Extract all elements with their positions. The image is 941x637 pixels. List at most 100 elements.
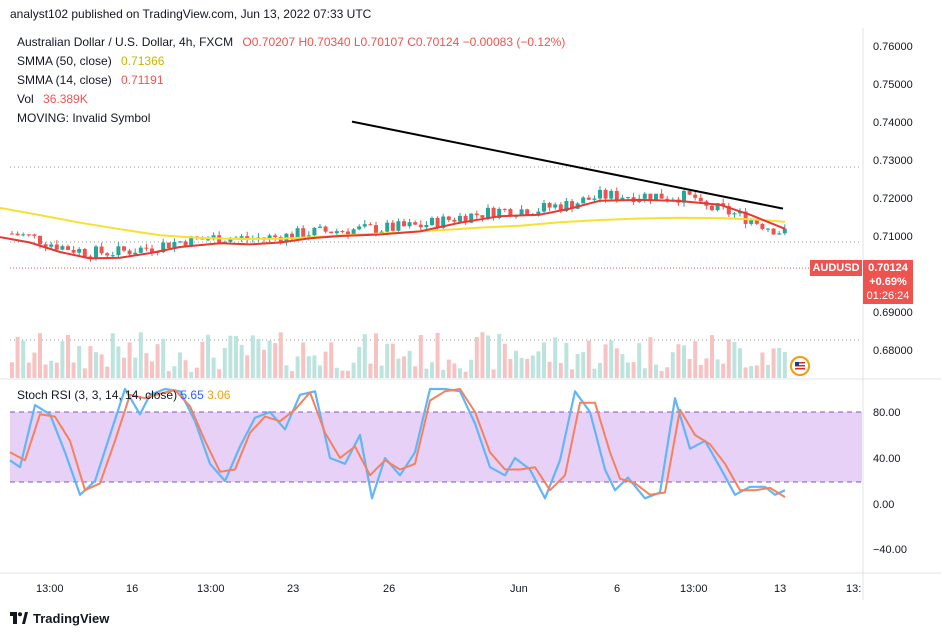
candle-body [424, 225, 429, 228]
candle-body [743, 211, 748, 224]
volume-bar [340, 370, 345, 378]
candle-body [166, 242, 171, 248]
price-tick: 0.69000 [873, 307, 913, 319]
candle-body [508, 209, 513, 217]
legend-moving-row[interactable]: MOVING: Invalid Symbol [17, 109, 565, 128]
bar-countdown: 01:26:24 [866, 290, 910, 302]
candle-body [480, 215, 485, 218]
candle-body [721, 203, 726, 207]
moving-label: MOVING: Invalid Symbol [17, 111, 151, 125]
candle-body [458, 215, 462, 222]
stoch-axis: 80.00 40.00 0.00 −40.00 [873, 407, 907, 556]
candle-body [659, 193, 664, 199]
legend-sma14-row[interactable]: SMMA (14, close) 0.71191 [17, 71, 565, 90]
volume-bar [133, 357, 138, 378]
time-tick: 13:00 [680, 583, 708, 595]
volume-bar [502, 343, 507, 378]
volume-bar [161, 338, 166, 378]
candle-body [648, 193, 653, 201]
candle-body [127, 250, 132, 255]
stoch-tick: 0.00 [873, 499, 894, 511]
candle-body [682, 190, 686, 203]
candle-body [620, 197, 625, 201]
volume-bar [385, 343, 390, 378]
volume-bar [267, 340, 272, 378]
candle-body [99, 246, 104, 254]
candle-body [21, 234, 26, 236]
stoch-tick: 80.00 [873, 407, 901, 419]
sma50-label: SMMA (50, close) [17, 54, 112, 68]
volume-bar [301, 342, 306, 378]
volume-bar [452, 363, 457, 378]
candle-body [525, 209, 530, 216]
volume-bar [463, 371, 468, 378]
candle-body [245, 236, 250, 240]
stoch-label: Stoch RSI (3, 3, 14, 14, close) [17, 388, 178, 402]
candle-body [94, 246, 98, 259]
volume-bar [256, 338, 261, 378]
candle-body [357, 226, 362, 230]
candle-body [318, 226, 322, 228]
candle-body [542, 203, 546, 212]
volume-bar [183, 360, 188, 378]
volume-bar [396, 358, 401, 378]
candle-body [396, 221, 401, 231]
volume-bar [413, 366, 418, 378]
volume-bar [278, 332, 283, 378]
volume-bar [323, 351, 328, 378]
candle-body [239, 236, 244, 238]
volume-bars [10, 332, 787, 378]
volume-bar [474, 337, 479, 378]
time-tick: 6 [614, 583, 620, 595]
volume-bar [407, 350, 412, 378]
volume-bar [32, 352, 37, 378]
stoch-d-value: 3.06 [207, 388, 231, 402]
volume-bar [172, 366, 177, 378]
publish-info: analyst102 published on TradingView.com,… [10, 7, 372, 21]
volume-bar [598, 362, 602, 378]
candle-body [189, 236, 194, 247]
volume-bar [648, 337, 653, 378]
candle-body [570, 201, 574, 209]
candle-body [547, 203, 552, 208]
volume-bar [390, 343, 395, 378]
legend-symbol-row[interactable]: Australian Dollar / U.S. Dollar, 4h, FXC… [17, 33, 565, 52]
symbol-title: Australian Dollar / U.S. Dollar, 4h, FXC… [17, 35, 234, 49]
volume-bar [446, 359, 451, 378]
stoch-legend[interactable]: Stoch RSI (3, 3, 14, 14, close) 5.65 3.0… [17, 388, 230, 402]
stoch-band [10, 412, 862, 482]
tradingview-logo[interactable]: TradingView [10, 611, 109, 626]
sma14-value: 0.71191 [121, 73, 164, 87]
candle-body [385, 222, 390, 232]
volume-bar [357, 346, 362, 378]
candle-body [598, 189, 602, 199]
candle-body [609, 191, 614, 199]
vol-label: Vol [17, 92, 34, 106]
candle-body [82, 249, 87, 257]
volume-bar [351, 362, 356, 378]
candle-body [430, 217, 434, 226]
sma50-value: 0.71366 [121, 54, 165, 68]
volume-bar [284, 365, 289, 378]
candle-body [413, 222, 418, 225]
volume-bar [626, 362, 630, 378]
volume-bar [127, 342, 132, 378]
volume-bar [228, 335, 233, 378]
candle-body [178, 241, 182, 243]
candle-body [474, 213, 479, 216]
volume-bar [514, 350, 518, 378]
volume-bar [609, 340, 614, 378]
stoch-k-value: 5.65 [180, 388, 204, 402]
candle-body [766, 228, 770, 230]
volume-bar [105, 366, 110, 378]
legend-sma50-row[interactable]: SMMA (50, close) 0.71366 [17, 52, 565, 71]
legend-vol-row[interactable]: Vol 36.389K [17, 90, 565, 109]
volume-bar [312, 355, 317, 378]
us-flag-icon[interactable] [790, 356, 810, 376]
volume-bar [676, 344, 681, 378]
candle-body [172, 241, 177, 248]
volume-bar [144, 353, 149, 378]
volume-bar [189, 371, 194, 378]
volume-bar [670, 352, 675, 378]
